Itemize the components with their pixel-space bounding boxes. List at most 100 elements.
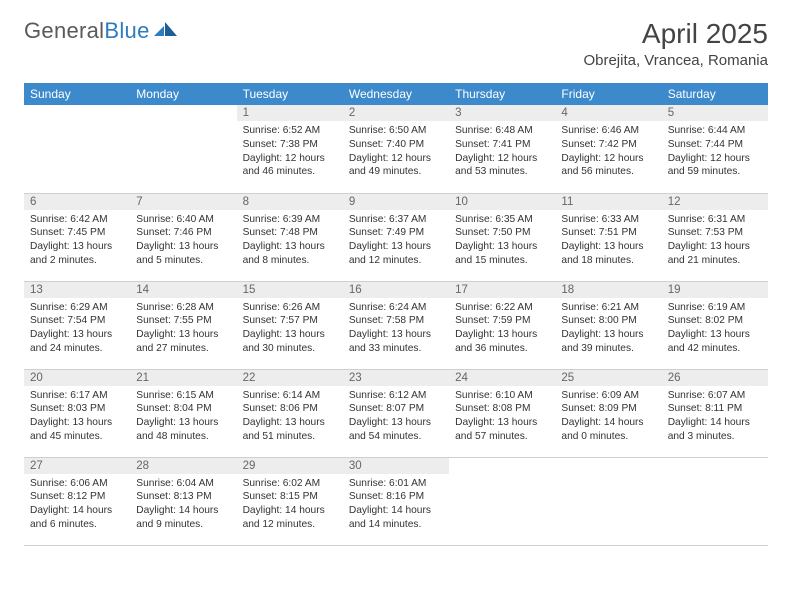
weekday-header: Tuesday xyxy=(237,83,343,105)
daylight-text: Daylight: 14 hours and 3 minutes. xyxy=(668,416,762,444)
daylight-text: Daylight: 13 hours and 21 minutes. xyxy=(668,240,762,268)
sunset-text: Sunset: 8:09 PM xyxy=(561,402,655,416)
calendar-day: 15Sunrise: 6:26 AMSunset: 7:57 PMDayligh… xyxy=(237,281,343,369)
sunset-text: Sunset: 7:50 PM xyxy=(455,226,549,240)
sunrise-text: Sunrise: 6:21 AM xyxy=(561,301,655,315)
daylight-text: Daylight: 13 hours and 15 minutes. xyxy=(455,240,549,268)
calendar-day: 27Sunrise: 6:06 AMSunset: 8:12 PMDayligh… xyxy=(24,457,130,545)
daylight-text: Daylight: 12 hours and 59 minutes. xyxy=(668,152,762,180)
day-number: 18 xyxy=(555,282,661,298)
sunrise-text: Sunrise: 6:02 AM xyxy=(243,477,337,491)
sunset-text: Sunset: 7:42 PM xyxy=(561,138,655,152)
day-body: Sunrise: 6:01 AMSunset: 8:16 PMDaylight:… xyxy=(343,474,449,537)
day-number: 2 xyxy=(343,105,449,121)
calendar-day: 16Sunrise: 6:24 AMSunset: 7:58 PMDayligh… xyxy=(343,281,449,369)
daylight-text: Daylight: 13 hours and 5 minutes. xyxy=(136,240,230,268)
sunrise-text: Sunrise: 6:35 AM xyxy=(455,213,549,227)
sunset-text: Sunset: 7:41 PM xyxy=(455,138,549,152)
day-number: 22 xyxy=(237,370,343,386)
weekday-header: Sunday xyxy=(24,83,130,105)
daylight-text: Daylight: 14 hours and 9 minutes. xyxy=(136,504,230,532)
sunset-text: Sunset: 7:48 PM xyxy=(243,226,337,240)
daylight-text: Daylight: 13 hours and 8 minutes. xyxy=(243,240,337,268)
calendar-week: 1Sunrise: 6:52 AMSunset: 7:38 PMDaylight… xyxy=(24,105,768,193)
calendar-day-empty xyxy=(555,457,661,545)
daylight-text: Daylight: 14 hours and 14 minutes. xyxy=(349,504,443,532)
day-number: 30 xyxy=(343,458,449,474)
day-body: Sunrise: 6:48 AMSunset: 7:41 PMDaylight:… xyxy=(449,121,555,184)
sunrise-text: Sunrise: 6:37 AM xyxy=(349,213,443,227)
sunset-text: Sunset: 8:02 PM xyxy=(668,314,762,328)
calendar-day-empty xyxy=(662,457,768,545)
calendar-day-empty xyxy=(130,105,236,193)
daylight-text: Daylight: 13 hours and 30 minutes. xyxy=(243,328,337,356)
calendar-body: 1Sunrise: 6:52 AMSunset: 7:38 PMDaylight… xyxy=(24,105,768,545)
sunset-text: Sunset: 7:40 PM xyxy=(349,138,443,152)
sunrise-text: Sunrise: 6:19 AM xyxy=(668,301,762,315)
day-number: 6 xyxy=(24,194,130,210)
month-title: April 2025 xyxy=(583,18,768,50)
title-block: April 2025 Obrejita, Vrancea, Romania xyxy=(583,18,768,69)
day-body: Sunrise: 6:52 AMSunset: 7:38 PMDaylight:… xyxy=(237,121,343,184)
day-body: Sunrise: 6:22 AMSunset: 7:59 PMDaylight:… xyxy=(449,298,555,361)
daylight-text: Daylight: 13 hours and 36 minutes. xyxy=(455,328,549,356)
sunrise-text: Sunrise: 6:33 AM xyxy=(561,213,655,227)
day-body: Sunrise: 6:21 AMSunset: 8:00 PMDaylight:… xyxy=(555,298,661,361)
day-body: Sunrise: 6:24 AMSunset: 7:58 PMDaylight:… xyxy=(343,298,449,361)
daylight-text: Daylight: 13 hours and 39 minutes. xyxy=(561,328,655,356)
sunrise-text: Sunrise: 6:42 AM xyxy=(30,213,124,227)
sunrise-text: Sunrise: 6:01 AM xyxy=(349,477,443,491)
sunset-text: Sunset: 7:38 PM xyxy=(243,138,337,152)
sunrise-text: Sunrise: 6:09 AM xyxy=(561,389,655,403)
sunrise-text: Sunrise: 6:14 AM xyxy=(243,389,337,403)
day-number: 17 xyxy=(449,282,555,298)
calendar-day: 5Sunrise: 6:44 AMSunset: 7:44 PMDaylight… xyxy=(662,105,768,193)
day-number: 3 xyxy=(449,105,555,121)
calendar-day-empty xyxy=(24,105,130,193)
sunset-text: Sunset: 7:57 PM xyxy=(243,314,337,328)
day-number: 19 xyxy=(662,282,768,298)
header: GeneralBlue April 2025 Obrejita, Vrancea… xyxy=(24,18,768,69)
calendar-day: 14Sunrise: 6:28 AMSunset: 7:55 PMDayligh… xyxy=(130,281,236,369)
sunset-text: Sunset: 7:54 PM xyxy=(30,314,124,328)
daylight-text: Daylight: 13 hours and 45 minutes. xyxy=(30,416,124,444)
daylight-text: Daylight: 12 hours and 53 minutes. xyxy=(455,152,549,180)
daylight-text: Daylight: 13 hours and 18 minutes. xyxy=(561,240,655,268)
sunrise-text: Sunrise: 6:10 AM xyxy=(455,389,549,403)
sunrise-text: Sunrise: 6:52 AM xyxy=(243,124,337,138)
weekday-row: SundayMondayTuesdayWednesdayThursdayFrid… xyxy=(24,83,768,105)
calendar-day: 29Sunrise: 6:02 AMSunset: 8:15 PMDayligh… xyxy=(237,457,343,545)
calendar-day: 18Sunrise: 6:21 AMSunset: 8:00 PMDayligh… xyxy=(555,281,661,369)
weekday-header: Monday xyxy=(130,83,236,105)
sunset-text: Sunset: 7:53 PM xyxy=(668,226,762,240)
weekday-header: Thursday xyxy=(449,83,555,105)
calendar-table: SundayMondayTuesdayWednesdayThursdayFrid… xyxy=(24,83,768,546)
page: GeneralBlue April 2025 Obrejita, Vrancea… xyxy=(0,0,792,564)
day-body: Sunrise: 6:33 AMSunset: 7:51 PMDaylight:… xyxy=(555,210,661,273)
sunrise-text: Sunrise: 6:39 AM xyxy=(243,213,337,227)
sunset-text: Sunset: 7:49 PM xyxy=(349,226,443,240)
day-body: Sunrise: 6:50 AMSunset: 7:40 PMDaylight:… xyxy=(343,121,449,184)
sunrise-text: Sunrise: 6:46 AM xyxy=(561,124,655,138)
sunrise-text: Sunrise: 6:48 AM xyxy=(455,124,549,138)
daylight-text: Daylight: 13 hours and 12 minutes. xyxy=(349,240,443,268)
day-number: 15 xyxy=(237,282,343,298)
calendar-day: 19Sunrise: 6:19 AMSunset: 8:02 PMDayligh… xyxy=(662,281,768,369)
sunrise-text: Sunrise: 6:50 AM xyxy=(349,124,443,138)
day-number: 1 xyxy=(237,105,343,121)
sunrise-text: Sunrise: 6:22 AM xyxy=(455,301,549,315)
sunrise-text: Sunrise: 6:04 AM xyxy=(136,477,230,491)
calendar-day: 6Sunrise: 6:42 AMSunset: 7:45 PMDaylight… xyxy=(24,193,130,281)
sunset-text: Sunset: 8:06 PM xyxy=(243,402,337,416)
sunset-text: Sunset: 8:03 PM xyxy=(30,402,124,416)
sunset-text: Sunset: 8:13 PM xyxy=(136,490,230,504)
day-number: 4 xyxy=(555,105,661,121)
day-body: Sunrise: 6:06 AMSunset: 8:12 PMDaylight:… xyxy=(24,474,130,537)
day-number: 13 xyxy=(24,282,130,298)
calendar-day: 11Sunrise: 6:33 AMSunset: 7:51 PMDayligh… xyxy=(555,193,661,281)
calendar-day: 30Sunrise: 6:01 AMSunset: 8:16 PMDayligh… xyxy=(343,457,449,545)
daylight-text: Daylight: 13 hours and 33 minutes. xyxy=(349,328,443,356)
sunset-text: Sunset: 8:15 PM xyxy=(243,490,337,504)
day-number: 5 xyxy=(662,105,768,121)
day-body: Sunrise: 6:19 AMSunset: 8:02 PMDaylight:… xyxy=(662,298,768,361)
